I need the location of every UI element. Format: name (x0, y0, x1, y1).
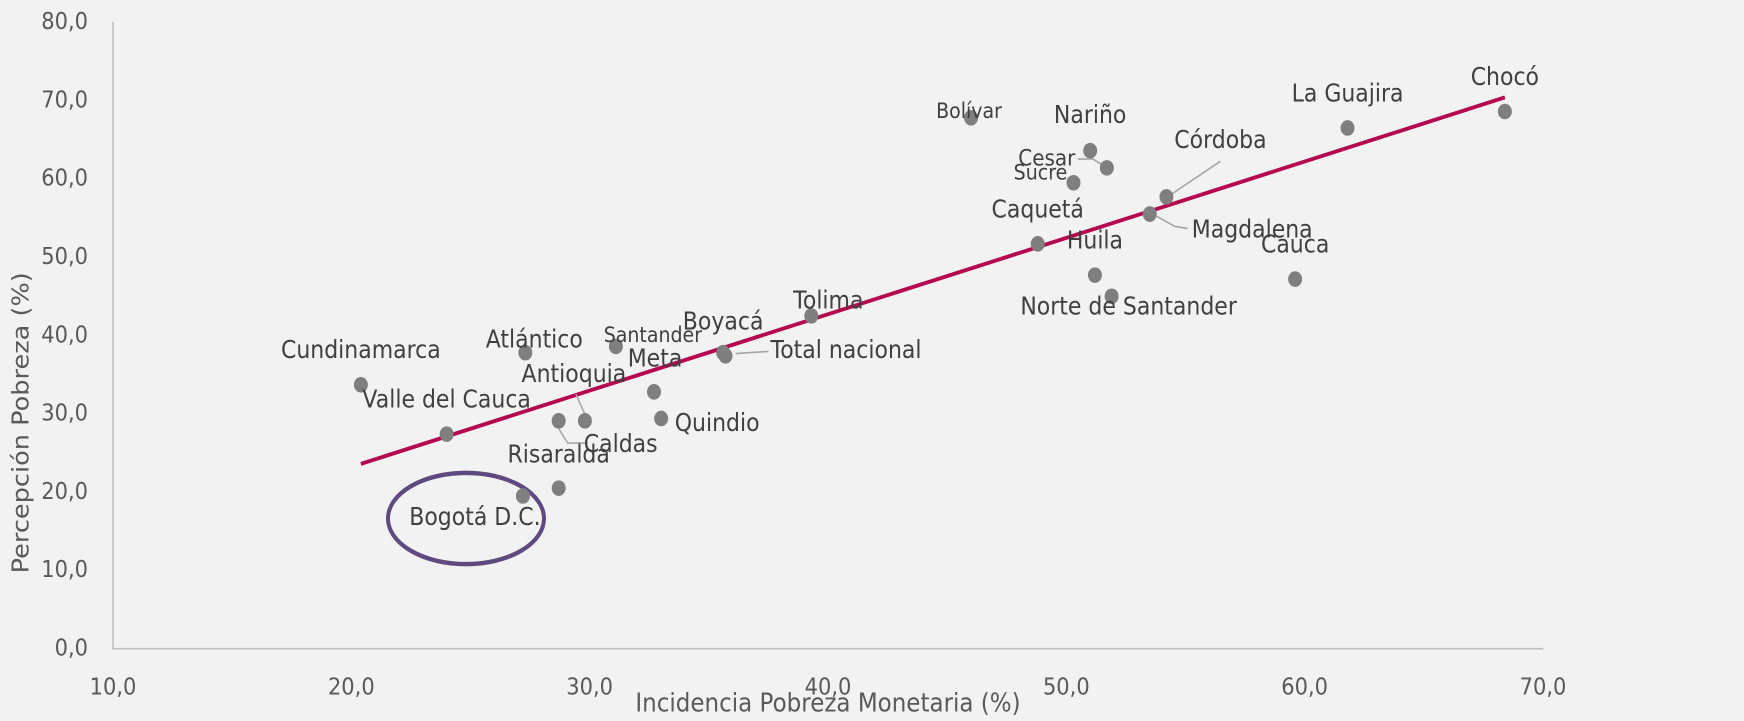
point (1099, 160, 1114, 176)
point (1104, 288, 1119, 305)
leader-line (558, 428, 588, 444)
point (1087, 267, 1102, 283)
leader-line (575, 393, 586, 415)
y-tick-label: 80,0 (41, 8, 88, 35)
x-tick-label: 50,0 (1043, 673, 1090, 700)
point-label: Caldas (584, 430, 658, 458)
point (608, 338, 623, 355)
y-tick-label: 40,0 (41, 321, 88, 348)
point (1340, 120, 1355, 136)
y-tick-label: 60,0 (41, 165, 88, 192)
leader-line (1156, 215, 1188, 230)
point (804, 308, 819, 324)
point (551, 480, 566, 496)
point-label: Magdalena (1192, 216, 1313, 244)
point (577, 413, 592, 429)
point-label: Risaralda (507, 441, 609, 469)
x-axis-title: Incidencia Pobreza Monetaria (%) (635, 687, 1020, 718)
point-label: Cundinamarca (281, 336, 441, 364)
point (1083, 142, 1098, 159)
point (1288, 271, 1303, 287)
point-label: Atlántico (486, 325, 583, 353)
x-tick-label: 30,0 (566, 673, 613, 700)
point-label: Nariño (1054, 101, 1126, 129)
point-label: Huila (1067, 227, 1123, 255)
y-tick-label: 20,0 (41, 478, 88, 505)
y-tick-label: 70,0 (41, 86, 88, 113)
point-label: Quindio (675, 409, 760, 437)
x-tick-label: 10,0 (90, 673, 137, 700)
x-tick-label: 20,0 (328, 673, 375, 700)
highlight-ellipse (386, 470, 546, 567)
point (1142, 206, 1157, 222)
point (964, 109, 978, 126)
point (551, 413, 566, 429)
point-label: Cesar (1018, 144, 1075, 170)
point (515, 488, 530, 504)
point (518, 344, 533, 361)
y-tick-label: 10,0 (41, 556, 88, 583)
point-label: Caquetá (992, 195, 1084, 223)
y-tick-label: 30,0 (41, 400, 88, 427)
point (439, 426, 454, 442)
point-label: Norte de Santander (1020, 292, 1237, 320)
point-label: Cauca (1261, 230, 1329, 258)
trendline (360, 95, 1506, 466)
leader-line (735, 350, 769, 355)
point (1066, 174, 1081, 191)
point (1497, 103, 1512, 120)
x-tick-label: 60,0 (1281, 673, 1328, 700)
y-tick-label: 0,0 (55, 634, 88, 661)
point (716, 344, 731, 361)
point-label: Antioquia (522, 360, 627, 388)
point (1159, 189, 1174, 205)
y-tick-label: 50,0 (41, 243, 88, 270)
point-label: Total nacional (770, 336, 922, 364)
point-label: Bolívar (936, 98, 1003, 123)
point-label: La Guajira (1292, 79, 1404, 107)
point-label: Boyacá (683, 307, 764, 335)
y-axis-title: Percepción Pobreza (%) (7, 272, 34, 573)
point (353, 377, 368, 393)
point-label: Tolima (792, 286, 863, 314)
point-label: Chocó (1471, 63, 1539, 91)
point (1030, 236, 1045, 252)
point-label: Meta (628, 344, 683, 372)
point (647, 384, 662, 400)
point-label: Sucre (1014, 160, 1068, 185)
point-label: Valle del Cauca (362, 385, 531, 413)
x-tick-label: 70,0 (1520, 673, 1567, 700)
x-tick-label: 40,0 (805, 673, 852, 700)
leader-line (1172, 160, 1221, 195)
point-label: Córdoba (1174, 126, 1266, 154)
point-label: Santander (604, 322, 703, 347)
point (654, 410, 669, 427)
point-label: Bogotá D.C. (409, 503, 540, 531)
